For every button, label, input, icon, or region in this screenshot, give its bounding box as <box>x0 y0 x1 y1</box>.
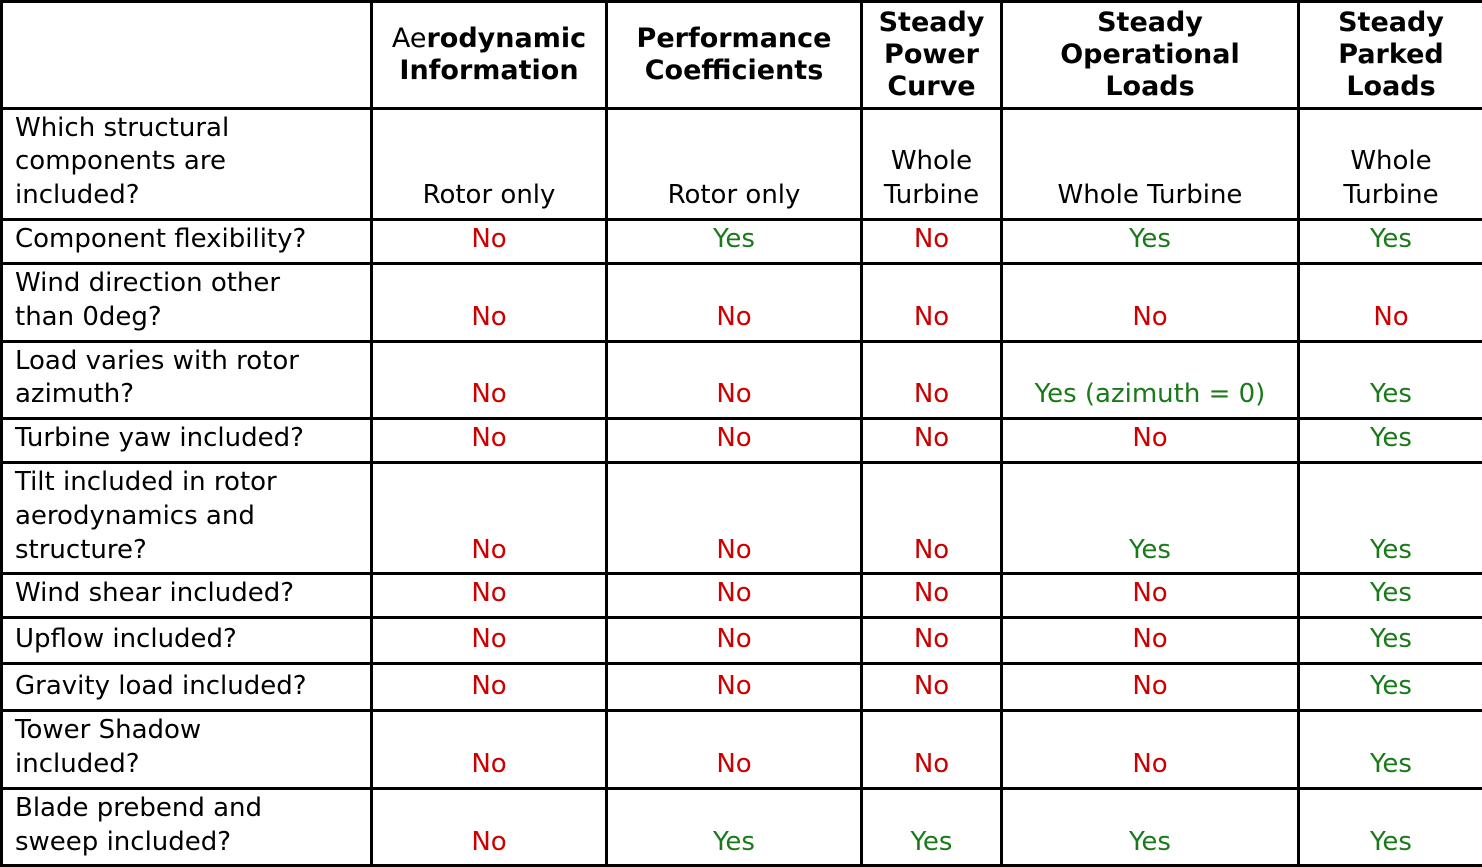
cell-value: Yes <box>1299 664 1482 711</box>
cell-value: No <box>372 574 607 618</box>
row-label: Which structural components are included… <box>2 108 372 219</box>
cell-value: Yes <box>1299 419 1482 463</box>
cell-value: No <box>372 219 607 263</box>
cell-value: No <box>372 664 607 711</box>
column-header-steady-parked-loads: Steady Parked Loads <box>1299 2 1482 109</box>
cell-value: Yes <box>607 219 862 263</box>
cell-value: No <box>1299 263 1482 341</box>
cell-value: No <box>862 711 1002 789</box>
corner-cell <box>2 2 372 109</box>
cell-value: No <box>372 341 607 419</box>
row-label: Gravity load included? <box>2 664 372 711</box>
cell-value: No <box>372 419 607 463</box>
row-label: Load varies with rotor azimuth? <box>2 341 372 419</box>
column-header-steady-operational-loads: Steady Operational Loads <box>1002 2 1299 109</box>
row-label: Turbine yaw included? <box>2 419 372 463</box>
cell-value: Yes <box>1299 574 1482 618</box>
cell-value: Yes <box>1299 219 1482 263</box>
column-header-aerodynamic-information: Aerodynamic Information <box>372 2 607 109</box>
cell-value: No <box>862 263 1002 341</box>
cell-value: Whole Turbine <box>862 108 1002 219</box>
cell-value: No <box>1002 618 1299 664</box>
cell-value: No <box>1002 263 1299 341</box>
cell-value: No <box>372 711 607 789</box>
row-label: Wind direction other than 0deg? <box>2 263 372 341</box>
column-header-label: rodynamic Information <box>399 23 586 86</box>
cell-value: No <box>1002 574 1299 618</box>
table-row-which-structural-components-are-included: Which structural components are included… <box>2 108 1482 219</box>
cell-value: No <box>1002 711 1299 789</box>
cell-value: Yes <box>607 788 862 866</box>
cell-value: No <box>1002 419 1299 463</box>
cell-value: No <box>372 788 607 866</box>
cell-value: No <box>372 263 607 341</box>
cell-value: No <box>862 419 1002 463</box>
cell-value: Yes <box>1299 711 1482 789</box>
cell-value: Rotor only <box>607 108 862 219</box>
cell-value: No <box>607 341 862 419</box>
cell-value: No <box>862 219 1002 263</box>
cell-value: Yes <box>862 788 1002 866</box>
cell-value: No <box>607 574 862 618</box>
row-label: Blade prebend and sweep included? <box>2 788 372 866</box>
row-label: Tilt included in rotor aerodynamics and … <box>2 462 372 573</box>
cell-value: Whole Turbine <box>1299 108 1482 219</box>
row-label: Wind shear included? <box>2 574 372 618</box>
cell-value: No <box>862 574 1002 618</box>
cell-value: No <box>862 618 1002 664</box>
column-header-steady-power-curve: Steady Power Curve <box>862 2 1002 109</box>
cell-value: Yes <box>1002 219 1299 263</box>
table-row-tilt-included-in-rotor-aerodynamics-and-: Tilt included in rotor aerodynamics and … <box>2 462 1482 573</box>
row-label: Component flexibility? <box>2 219 372 263</box>
row-label: Tower Shadow included? <box>2 711 372 789</box>
cell-value: No <box>607 711 862 789</box>
cell-value: Rotor only <box>372 108 607 219</box>
cell-value: Yes <box>1299 618 1482 664</box>
cell-value: No <box>607 618 862 664</box>
cell-value: No <box>862 664 1002 711</box>
cell-value: No <box>607 419 862 463</box>
cell-value: Yes <box>1002 462 1299 573</box>
cell-value: No <box>372 618 607 664</box>
cell-value: No <box>372 462 607 573</box>
cell-value: Yes <box>1299 341 1482 419</box>
row-label: Upflow included? <box>2 618 372 664</box>
cell-value: No <box>1002 664 1299 711</box>
table-body: Which structural components are included… <box>2 108 1482 866</box>
cell-value: Whole Turbine <box>1002 108 1299 219</box>
cell-value: Yes <box>1002 788 1299 866</box>
cell-value: No <box>607 462 862 573</box>
cell-value: Yes <box>1299 788 1482 866</box>
cell-value: Yes (azimuth = 0) <box>1002 341 1299 419</box>
cell-value: Yes <box>1299 462 1482 573</box>
cell-value: No <box>862 341 1002 419</box>
column-header-prefix: Ae <box>392 23 427 54</box>
column-header-performance-coefficients: Performance Coefficients <box>607 2 862 109</box>
cell-value: No <box>607 664 862 711</box>
cell-value: No <box>607 263 862 341</box>
cell-value: No <box>862 462 1002 573</box>
